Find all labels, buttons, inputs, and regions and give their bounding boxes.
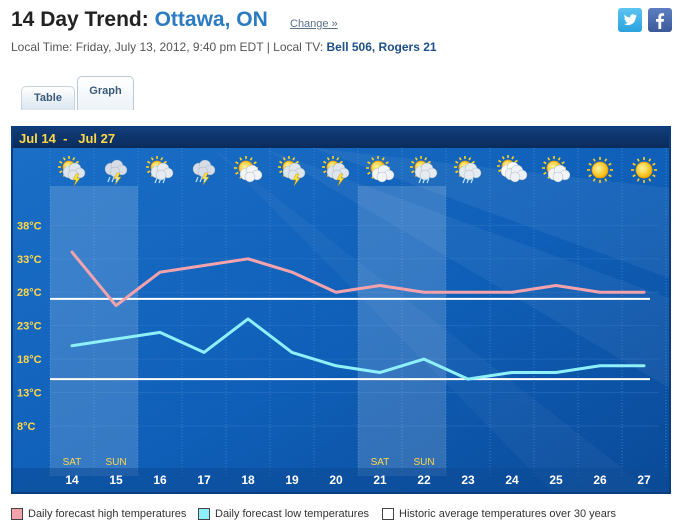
weekday-label: SAT (371, 457, 390, 468)
weekday-label: SAT (63, 457, 82, 468)
x-tick-label: 21 (373, 473, 387, 487)
weekday-label: SUN (413, 457, 434, 468)
tab-table[interactable]: Table (21, 86, 75, 110)
x-tick-label: 27 (637, 473, 651, 487)
y-tick-label: 13°C (17, 388, 42, 400)
chart-background (13, 128, 669, 492)
weekday-label: SUN (105, 457, 126, 468)
local-info: Local Time: Friday, July 13, 2012, 9:40 … (11, 40, 437, 54)
tab-graph[interactable]: Graph (77, 76, 134, 110)
page-title: 14 Day Trend: Ottawa, ON (11, 8, 268, 32)
legend-swatch-low (198, 508, 210, 520)
x-tick-label: 24 (505, 473, 519, 487)
local-time: Local Time: Friday, July 13, 2012, 9:40 … (11, 40, 264, 54)
trend-graph-panel: 8°C 13°C 18°C 23°C 28°C 33°C 38°C SAT SUN SAT SUN 1… (11, 126, 671, 494)
sunny-icon (631, 157, 657, 183)
sun-rain-icon (146, 156, 174, 184)
legend-swatch-historic (382, 508, 394, 520)
y-tick-label: 8°C (17, 421, 36, 433)
tstorm-icon (192, 159, 216, 186)
x-tick-label: 23 (461, 473, 475, 487)
y-tick-label: 33°C (17, 254, 42, 266)
facebook-icon (656, 13, 665, 29)
chart-header-bar (13, 128, 669, 148)
sunny-icon (587, 157, 613, 183)
x-tick-label: 20 (329, 473, 343, 487)
sun-cloud-icon (542, 156, 571, 183)
twitter-share-button[interactable] (618, 8, 642, 32)
separator: | (266, 40, 274, 54)
low-temp-line (70, 317, 646, 381)
light-ray (213, 148, 653, 492)
legend-swatch-high (11, 508, 23, 520)
y-tick-label: 38°C (17, 220, 42, 232)
weekend-shade (50, 186, 94, 476)
x-tick-label: 19 (285, 473, 299, 487)
x-tick-label: 22 (417, 473, 431, 487)
trend-chart: 8°C 13°C 18°C 23°C 28°C 33°C 38°C SAT SUN SAT SUN 1… (13, 128, 669, 492)
city-name: Ottawa, ON (154, 8, 268, 31)
x-tick-label: 25 (549, 473, 563, 487)
twitter-icon (623, 14, 637, 26)
sun-cloud-icon (366, 156, 395, 183)
y-tick-label: 23°C (17, 321, 42, 333)
x-axis-band (13, 468, 669, 492)
x-tick-label: 18 (241, 473, 255, 487)
weekend-shade (402, 186, 446, 476)
page-header: 14 Day Trend: Ottawa, ON Change » Local … (11, 8, 672, 58)
cloudy-icon (497, 155, 528, 183)
change-location-link[interactable]: Change » (290, 18, 338, 30)
sun-rain-icon (410, 156, 438, 184)
chart-legend: Daily forecast high temperatures Daily f… (11, 506, 671, 524)
x-tick-label: 14 (65, 473, 79, 487)
x-tick-label: 17 (197, 473, 211, 487)
x-tick-label: 15 (109, 473, 123, 487)
light-ray (263, 148, 669, 388)
high-temp-line (70, 250, 646, 308)
x-tick-label: 26 (593, 473, 607, 487)
legend-label-high: Daily forecast high temperatures (28, 508, 187, 520)
y-tick-label: 28°C (17, 287, 42, 299)
weekend-shade (358, 186, 402, 476)
sun-tstorm-icon (322, 156, 350, 187)
sun-tstorm-icon (278, 156, 306, 187)
legend-label-historic: Historic average temperatures over 30 ye… (399, 508, 617, 520)
light-ray (313, 148, 669, 278)
legend-label-low: Daily forecast low temperatures (215, 508, 370, 520)
tstorm-icon (104, 159, 128, 186)
x-tick-label: 16 (153, 473, 167, 487)
y-tick-label: 18°C (17, 354, 42, 366)
local-tv-label: Local TV: (273, 40, 324, 54)
date-range-label: Jul 14 - Jul 27 (19, 131, 116, 146)
title-prefix: 14 Day Trend: (11, 8, 149, 31)
sun-rain-icon (454, 156, 482, 184)
view-tabs: Table Graph (21, 76, 661, 110)
weekend-shade (94, 186, 138, 476)
sun-tstorm-icon (58, 156, 86, 187)
local-tv-channels[interactable]: Bell 506, Rogers 21 (326, 40, 437, 54)
sun-cloud-icon (234, 156, 263, 183)
facebook-share-button[interactable] (648, 8, 672, 32)
